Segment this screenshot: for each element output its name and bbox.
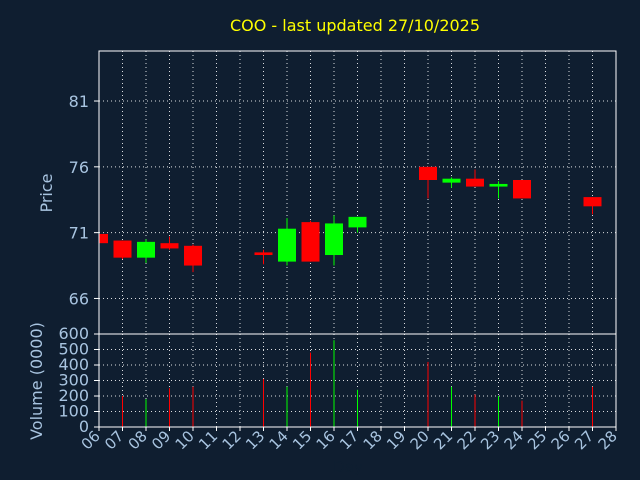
x-tick-label: 15	[289, 427, 315, 453]
x-tick-label: 13	[242, 427, 268, 453]
volume-tick-label: 600	[58, 324, 89, 343]
x-tick-label: 09	[148, 427, 174, 453]
x-tick-label: 28	[595, 427, 621, 453]
x-tick-label: 18	[360, 427, 386, 453]
candle-body	[513, 179, 531, 199]
volume-tick-label: 200	[58, 386, 89, 405]
price-tick-label: 66	[69, 289, 89, 308]
x-tick-label: 07	[101, 427, 127, 453]
price-axis-ticks: 66 71 76 81	[69, 92, 99, 308]
volume-axis-label: Volume (0000)	[27, 322, 46, 440]
x-tick-label: 26	[548, 427, 574, 453]
x-tick-label: 11	[195, 427, 221, 453]
volume-bar	[286, 386, 288, 427]
volume-bar	[474, 394, 476, 427]
x-tick-label: 24	[501, 427, 527, 453]
volume-tick-label: 500	[58, 340, 89, 359]
volume-bar	[357, 389, 358, 427]
price-tick-label: 76	[69, 158, 89, 177]
candle-body	[160, 243, 179, 249]
x-tick-label: 21	[430, 427, 456, 453]
candle-body	[113, 240, 132, 258]
x-tick-label: 25	[524, 427, 550, 453]
x-tick-label: 12	[219, 427, 245, 453]
volume-bar	[451, 386, 452, 427]
volume-bar	[592, 386, 593, 427]
candle-body	[184, 245, 202, 266]
x-tick-label: 16	[313, 427, 339, 453]
volume-bars	[122, 340, 593, 427]
volume-bar	[427, 361, 429, 427]
volume-bar	[263, 378, 264, 427]
x-axis-label: Day	[333, 458, 363, 476]
candle-body	[325, 223, 343, 256]
volume-bar	[333, 340, 335, 427]
volume-bar	[122, 396, 123, 427]
x-tick-label: 19	[383, 427, 409, 453]
chart-title: COO - last updated 27/10/2025	[230, 16, 480, 35]
candle-body	[348, 216, 367, 228]
candles	[98, 166, 602, 273]
price-panel: 66 71 76 81 Price	[37, 50, 617, 335]
x-axis-ticks: 0607080910111213141516171819202122232425…	[78, 427, 621, 453]
volume-bar	[310, 352, 311, 427]
x-tick-label: 27	[571, 427, 597, 453]
volume-tick-label: 300	[58, 371, 89, 390]
volume-bar	[145, 399, 147, 427]
x-tick-label: 23	[477, 427, 503, 453]
volume-tick-label: 0	[79, 417, 89, 436]
price-tick-label: 71	[69, 224, 89, 243]
volume-bar	[192, 386, 194, 427]
volume-bar	[169, 388, 170, 427]
candle-body	[419, 166, 437, 180]
price-grid	[99, 51, 616, 334]
x-tick-label: 22	[454, 427, 480, 453]
x-tick-label: 20	[407, 427, 433, 453]
candle-body	[583, 197, 602, 207]
candle-body	[489, 183, 508, 187]
volume-bar	[521, 400, 523, 427]
candle-body	[137, 241, 155, 258]
candle-body	[278, 228, 296, 262]
candle-body	[466, 178, 484, 187]
price-tick-label: 81	[69, 92, 89, 111]
candle-body	[301, 222, 320, 262]
x-tick-label: 14	[266, 427, 292, 453]
volume-bar	[498, 396, 499, 427]
candle-body	[442, 178, 461, 183]
x-tick-label: 08	[125, 427, 151, 453]
volume-tick-label: 100	[58, 402, 89, 421]
volume-tick-label: 400	[58, 355, 89, 374]
price-axis-label: Price	[37, 173, 56, 212]
candle-body	[99, 233, 108, 244]
x-tick-label: 10	[172, 427, 198, 453]
x-tick-label: 17	[336, 427, 362, 453]
candle-body	[254, 252, 273, 256]
